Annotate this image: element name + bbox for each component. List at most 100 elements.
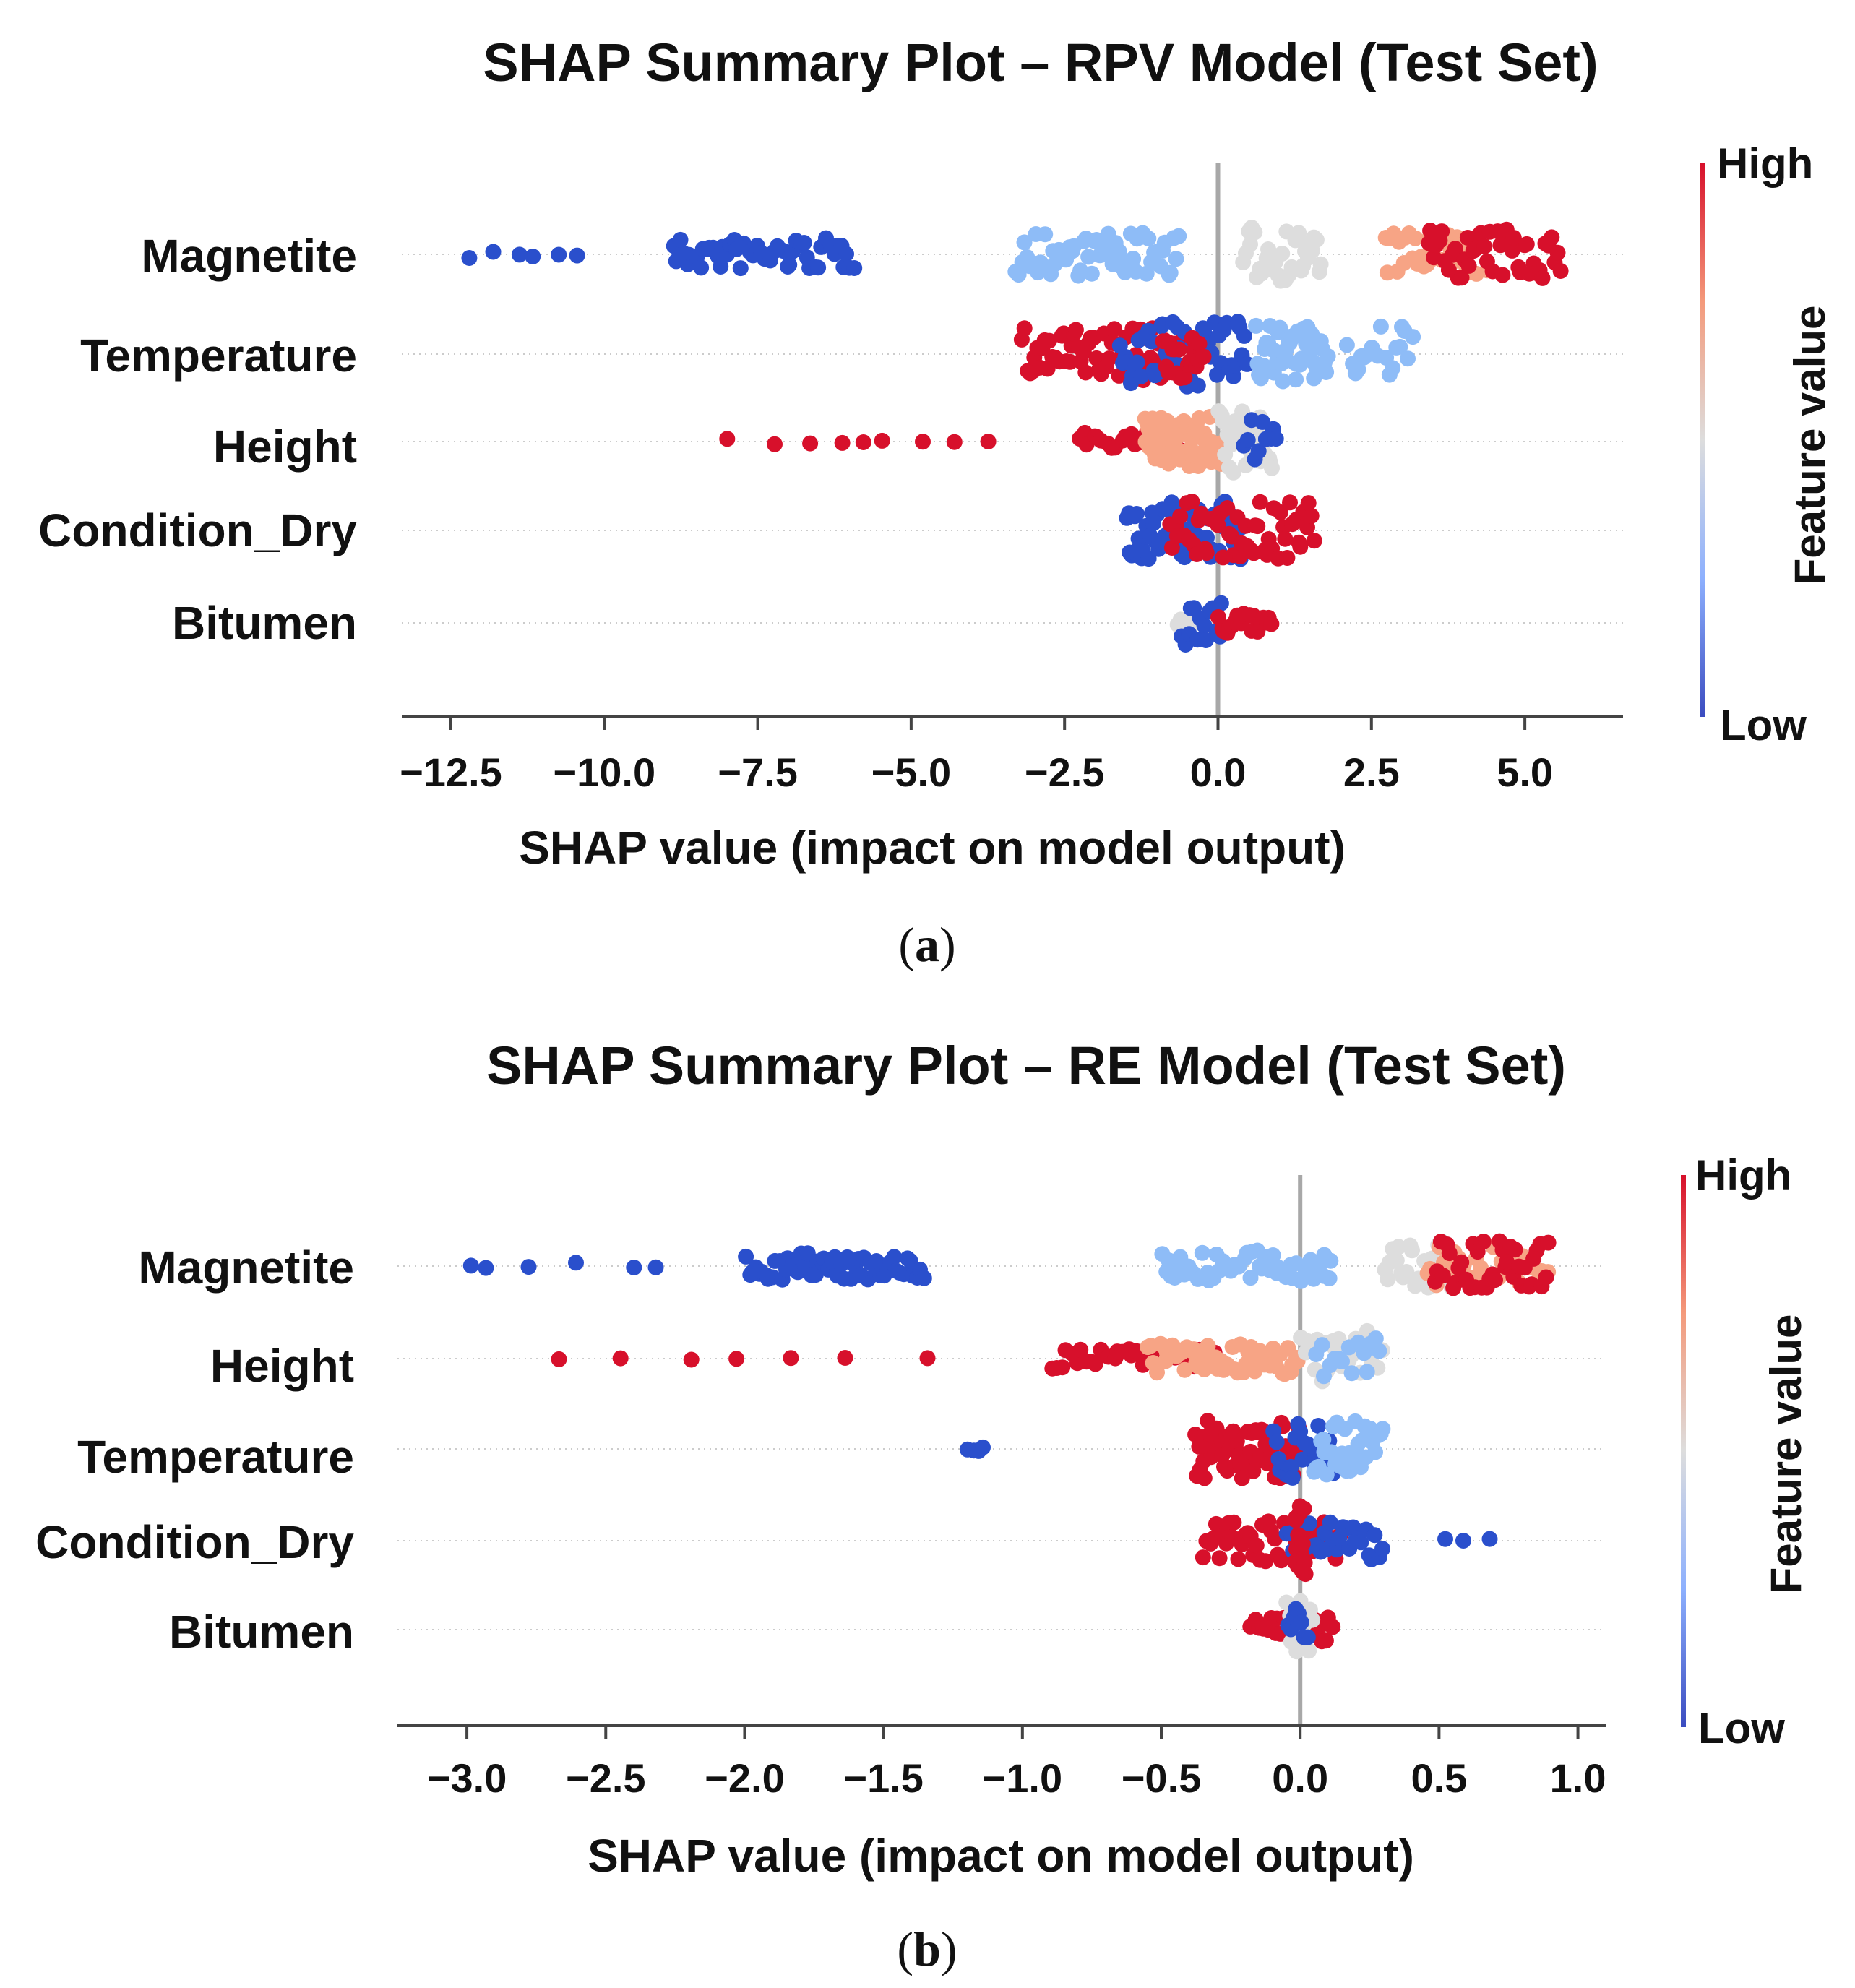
shap-dot bbox=[1552, 263, 1569, 279]
shap-dot bbox=[1242, 1270, 1259, 1286]
shap-dot bbox=[1380, 1271, 1396, 1288]
feature-dots-condition-dry bbox=[1119, 494, 1322, 567]
shap-dot bbox=[1437, 1531, 1453, 1547]
shap-dot bbox=[1247, 224, 1263, 241]
shap-dot bbox=[1296, 1500, 1312, 1517]
shap-dot bbox=[1303, 507, 1320, 524]
shap-dot bbox=[1434, 223, 1450, 240]
shap-dot bbox=[1083, 265, 1100, 282]
x-tick-label: −7.5 bbox=[718, 749, 798, 795]
colorbar-high-label-a: High bbox=[1717, 139, 1813, 188]
shap-dot bbox=[1453, 270, 1470, 286]
colorbar-b: High Low Feature value bbox=[1681, 1151, 1810, 1752]
shap-dot bbox=[855, 434, 871, 450]
shap-dot bbox=[1350, 361, 1366, 378]
colorbar-a: High Low Feature value bbox=[1700, 139, 1834, 749]
x-tick-label: 5.0 bbox=[1497, 749, 1553, 795]
shap-dot bbox=[1504, 242, 1520, 259]
shap-dot bbox=[1016, 320, 1033, 337]
shap-dot bbox=[1230, 1551, 1247, 1567]
shap-dot bbox=[1487, 1272, 1503, 1288]
shap-dot bbox=[1301, 1515, 1317, 1532]
shap-dot bbox=[1293, 1614, 1309, 1630]
colorbar-low-label-a: Low bbox=[1720, 701, 1807, 749]
shap-dot bbox=[1176, 369, 1193, 386]
feature-labels-a: Magnetite Temperature Height Condition_D… bbox=[38, 230, 357, 649]
x-tick-label: 0.5 bbox=[1411, 1755, 1467, 1801]
x-tick-label: 0.0 bbox=[1190, 749, 1247, 795]
shap-dot bbox=[719, 431, 736, 447]
shap-dot bbox=[1321, 1270, 1338, 1286]
shap-dot bbox=[1476, 238, 1493, 255]
shap-dot bbox=[1149, 1364, 1165, 1381]
shap-dot bbox=[1252, 494, 1268, 510]
colorbar-high-label-b: High bbox=[1695, 1151, 1791, 1200]
shap-dot bbox=[1291, 225, 1307, 241]
feature-dots-bitumen bbox=[1242, 1593, 1341, 1660]
shap-dot bbox=[1054, 1359, 1071, 1376]
shap-dot bbox=[1268, 1434, 1285, 1450]
shap-dot bbox=[568, 1255, 584, 1271]
shap-dot bbox=[1208, 1515, 1224, 1532]
shap-dot bbox=[1322, 1514, 1338, 1531]
shap-dot bbox=[1077, 364, 1094, 381]
colorbar-low-label-b: Low bbox=[1698, 1704, 1785, 1752]
feature-label-height-b: Height bbox=[210, 1340, 354, 1392]
feature-label-condition-dry: Condition_Dry bbox=[38, 504, 357, 556]
shap-dot bbox=[1264, 460, 1280, 476]
shap-dot bbox=[1301, 1643, 1317, 1659]
shap-dot bbox=[1106, 321, 1123, 337]
shap-dot bbox=[1239, 431, 1256, 448]
shap-dot bbox=[1189, 377, 1206, 394]
colorbar-title-b: Feature value bbox=[1762, 1314, 1810, 1594]
shap-dot bbox=[1367, 1330, 1384, 1347]
shap-dot bbox=[1312, 256, 1329, 272]
shap-dot bbox=[1422, 223, 1439, 239]
shap-dot bbox=[838, 246, 854, 262]
shap-dot bbox=[874, 432, 890, 449]
x-tick-label: −2.0 bbox=[705, 1755, 785, 1801]
x-tick-label: −3.0 bbox=[427, 1755, 507, 1801]
x-tick-label: −12.5 bbox=[400, 749, 502, 795]
shap-dot bbox=[1132, 368, 1149, 384]
shap-dot bbox=[810, 259, 827, 276]
shap-dot bbox=[1494, 267, 1511, 283]
x-axis-ticks-b: −3.0 −2.5 −2.0 −1.5 −1.0 −0.5 0.0 0.5 1.0 bbox=[427, 1726, 1606, 1801]
shap-dot bbox=[1460, 257, 1477, 274]
shap-dot bbox=[1273, 1552, 1289, 1569]
shap-dot bbox=[612, 1350, 629, 1367]
feature-label-condition-dry-b: Condition_Dry bbox=[35, 1516, 354, 1568]
shap-dot bbox=[693, 259, 710, 276]
shap-dot bbox=[1248, 1537, 1265, 1554]
shap-dot bbox=[626, 1260, 642, 1275]
shap-dot bbox=[1279, 550, 1296, 566]
shap-dot bbox=[1404, 1242, 1420, 1259]
shap-dot bbox=[520, 1259, 537, 1275]
shap-dot bbox=[1297, 1566, 1314, 1583]
shap-dot bbox=[461, 250, 478, 266]
shap-dot bbox=[1140, 551, 1157, 567]
x-tick-label: −1.0 bbox=[983, 1755, 1063, 1801]
shap-dot bbox=[1219, 500, 1236, 516]
shap-dot bbox=[781, 257, 798, 273]
shap-dot bbox=[1195, 348, 1212, 365]
shap-dot bbox=[1314, 1337, 1330, 1354]
x-tick-label: 1.0 bbox=[1550, 1755, 1606, 1801]
shap-dot bbox=[1209, 366, 1225, 383]
shap-dot bbox=[1549, 244, 1566, 261]
shap-dot bbox=[1325, 1619, 1341, 1635]
shap-dot bbox=[1310, 1418, 1327, 1434]
shap-dot bbox=[1067, 322, 1084, 338]
shap-dot bbox=[1195, 1549, 1211, 1566]
colorbar-gradient-a bbox=[1700, 163, 1705, 717]
shap-dot bbox=[1367, 1444, 1383, 1460]
shap-dot bbox=[1473, 1260, 1489, 1276]
shap-dot bbox=[1306, 533, 1322, 549]
shap-dot bbox=[1353, 1534, 1369, 1551]
shap-dot bbox=[886, 1249, 903, 1265]
shap-dot bbox=[1398, 1264, 1415, 1280]
x-tick-label: −2.5 bbox=[1025, 749, 1105, 795]
shap-dot bbox=[1343, 1365, 1360, 1382]
shap-dot bbox=[1544, 229, 1560, 246]
